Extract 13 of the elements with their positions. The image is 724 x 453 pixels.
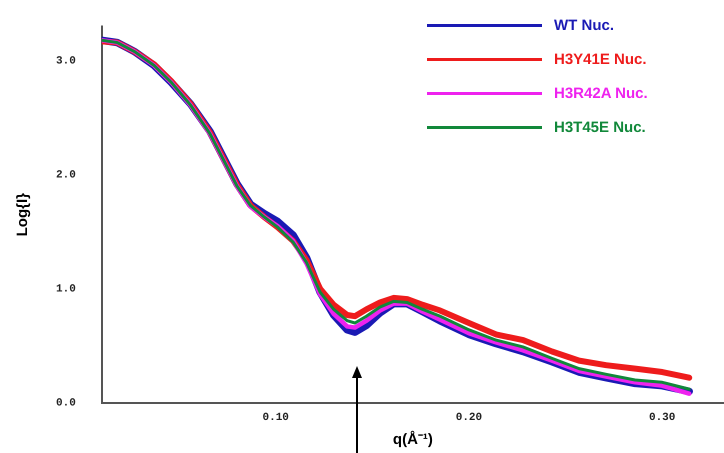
x-tick-label: 0.10 [262,412,289,424]
y-axis-title: Log{I} [14,192,32,236]
x-axis-title: q(Å⁻¹) [392,430,433,448]
x-tick-label: 0.20 [456,412,482,424]
text: H3R42A Nuc. [554,84,649,102]
y-tick-label: 1.0 [56,284,76,296]
y-tick-label: 3.0 [56,56,76,68]
y-tick-label: 0.0 [56,398,76,410]
text: WT Nuc. [554,16,615,34]
text: H3Y41E Nuc. [554,50,648,68]
y-tick-label: 2.0 [56,170,76,182]
x-tick-label: 0.30 [648,412,676,424]
text: H3T45E Nuc. [554,118,647,136]
